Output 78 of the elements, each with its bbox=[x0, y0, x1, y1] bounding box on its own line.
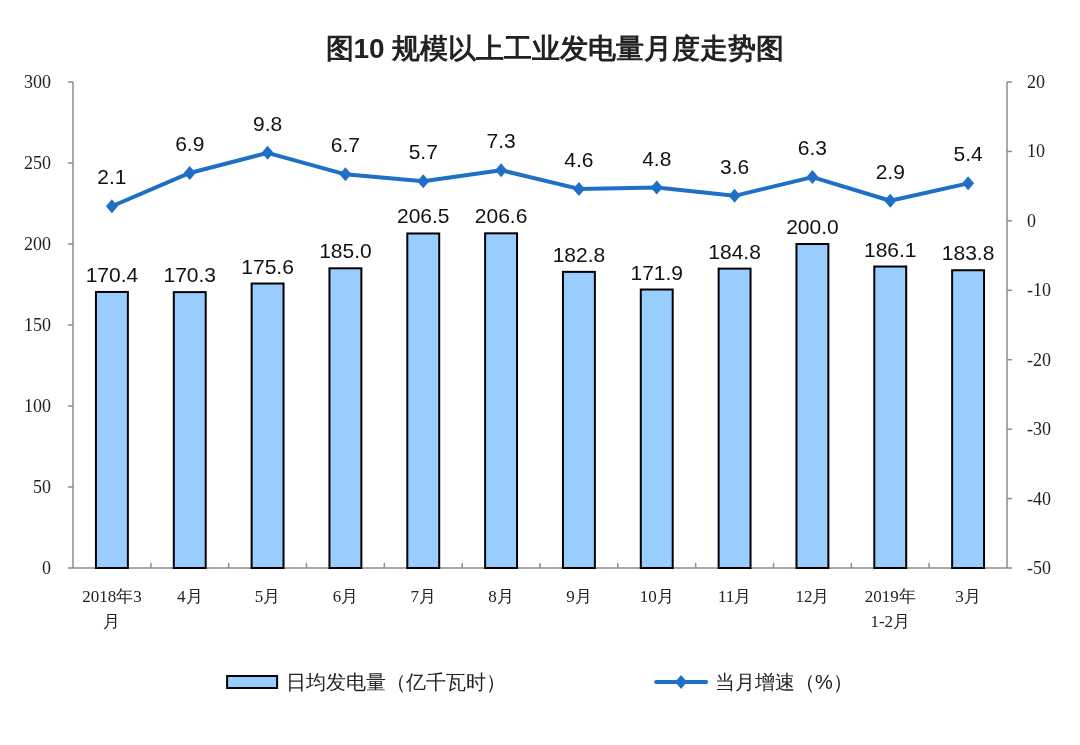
x-tick-label: 2019年 1-2月 bbox=[864, 587, 916, 631]
bar bbox=[873, 265, 908, 569]
data-label: 185.0 bbox=[319, 239, 372, 263]
x-tick-label: 9月 bbox=[566, 587, 592, 606]
point bbox=[728, 188, 741, 203]
y2-tick-label: -50 bbox=[1027, 558, 1051, 578]
legend-label: 当月增速（%） bbox=[715, 671, 853, 693]
y2-tick-label: -30 bbox=[1027, 419, 1051, 440]
data-label: 170.3 bbox=[163, 263, 217, 287]
y2-tick-label: -20 bbox=[1027, 349, 1051, 370]
y2-tick-label: -40 bbox=[1027, 488, 1051, 509]
bar bbox=[328, 267, 363, 569]
point bbox=[650, 180, 663, 195]
data-label: 3.6 bbox=[719, 154, 750, 178]
bar bbox=[406, 232, 441, 569]
y-tick-label: 0 bbox=[42, 558, 51, 578]
y-tick-label: 100 bbox=[24, 396, 51, 416]
bar bbox=[172, 291, 207, 569]
data-label: 175.6 bbox=[241, 254, 294, 278]
y-tick-label: 200 bbox=[24, 234, 51, 254]
data-label: 5.7 bbox=[408, 140, 438, 164]
point bbox=[105, 199, 118, 214]
y-tick-label: 300 bbox=[24, 72, 51, 92]
data-label: 186.1 bbox=[863, 237, 917, 261]
data-label: 4.6 bbox=[564, 147, 594, 171]
x-tick-label: 10月 bbox=[639, 587, 674, 606]
x-tick-label: 11月 bbox=[717, 587, 752, 606]
y-tick-label: 250 bbox=[24, 153, 51, 173]
bar bbox=[94, 290, 129, 569]
point bbox=[806, 170, 819, 185]
data-label: 183.8 bbox=[941, 241, 995, 265]
point bbox=[495, 163, 508, 178]
y2-tick-label: 0 bbox=[1027, 210, 1036, 231]
y2-tick-label: -10 bbox=[1027, 280, 1051, 301]
point bbox=[261, 145, 274, 160]
x-tick-label: 2018年3 月 bbox=[82, 587, 142, 631]
data-label: 200.0 bbox=[786, 215, 839, 238]
bar bbox=[250, 282, 285, 569]
point bbox=[962, 176, 975, 191]
point bbox=[572, 181, 585, 196]
x-tick-label: 6月 bbox=[332, 587, 359, 606]
point bbox=[884, 193, 897, 208]
y-tick-label: 150 bbox=[24, 315, 51, 335]
data-label: 7.3 bbox=[486, 129, 516, 153]
data-label: 182.8 bbox=[552, 242, 606, 266]
data-label: 2.9 bbox=[875, 159, 905, 183]
y-tick-label: 50 bbox=[33, 477, 51, 497]
data-label: 171.9 bbox=[630, 260, 684, 284]
y2-tick-label: 20 bbox=[1027, 72, 1045, 92]
x-tick-label: 7月 bbox=[410, 587, 436, 606]
x-tick-label: 3月 bbox=[955, 587, 981, 606]
bar bbox=[717, 267, 752, 569]
x-tick-label: 8月 bbox=[488, 587, 514, 606]
x-tick-label: 5月 bbox=[254, 587, 281, 606]
point bbox=[183, 165, 196, 180]
data-label: 6.3 bbox=[797, 136, 828, 160]
bar bbox=[561, 270, 596, 569]
bar bbox=[795, 243, 830, 569]
x-tick-label: 12月 bbox=[795, 587, 830, 606]
data-label: 6.9 bbox=[175, 131, 205, 155]
data-label: 206.5 bbox=[396, 204, 450, 228]
bar bbox=[484, 232, 519, 569]
legend-label: 日均发电量（亿千瓦时） bbox=[286, 671, 507, 693]
y2-tick-label: 10 bbox=[1027, 141, 1045, 162]
data-label: 4.8 bbox=[642, 146, 672, 170]
data-label: 2.1 bbox=[97, 165, 127, 189]
chart-title: 图10 规模以上工业发电量月度走势图 bbox=[325, 33, 785, 64]
point bbox=[339, 167, 352, 182]
data-label: 9.8 bbox=[252, 111, 283, 135]
bar bbox=[951, 269, 986, 569]
data-label: 170.4 bbox=[85, 262, 139, 286]
bar bbox=[639, 288, 674, 569]
data-label: 5.4 bbox=[953, 142, 983, 166]
data-label: 184.8 bbox=[708, 239, 761, 263]
data-label: 206.6 bbox=[474, 204, 528, 228]
point bbox=[417, 174, 430, 189]
x-tick-label: 4月 bbox=[177, 587, 203, 606]
data-label: 6.7 bbox=[330, 133, 361, 157]
